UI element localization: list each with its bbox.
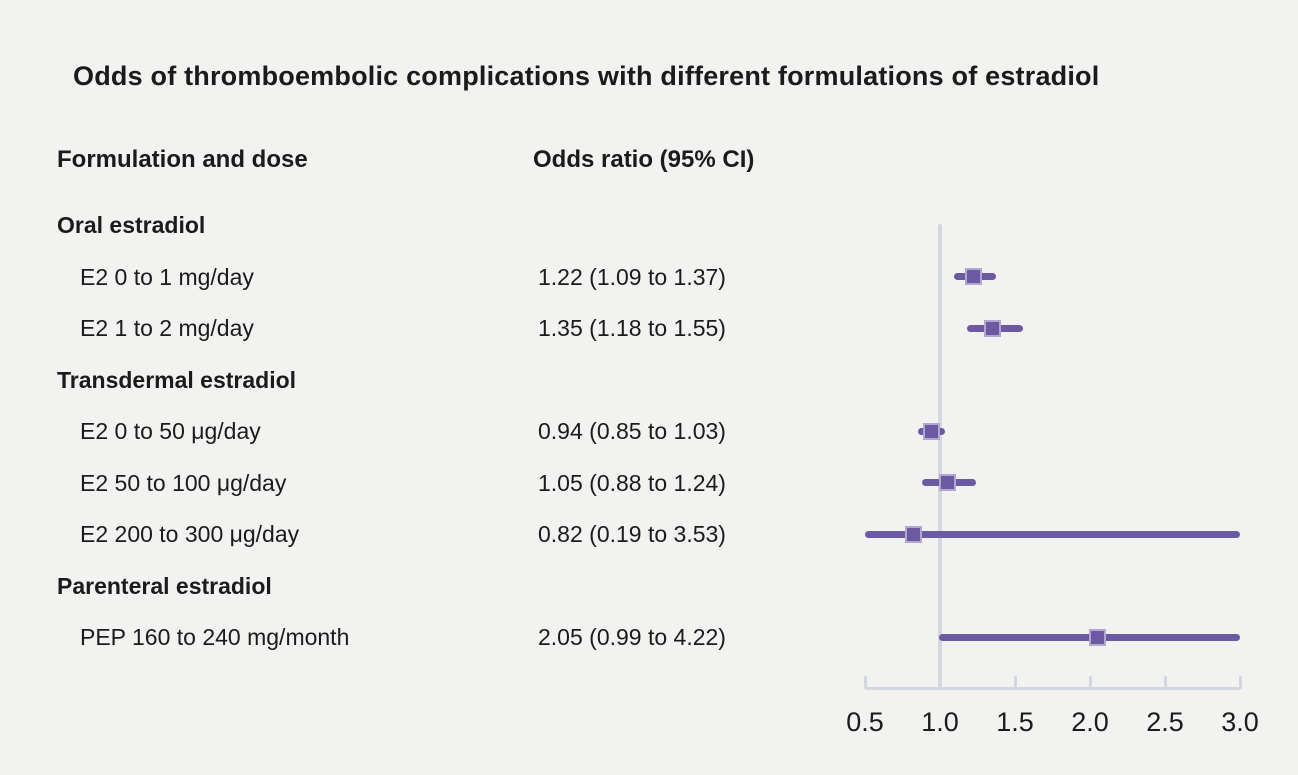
point-estimate-marker: [904, 525, 922, 543]
row-odds-ratio-text: 1.22 (1.09 to 1.37): [538, 263, 726, 290]
confidence-interval-bar: [865, 530, 1240, 538]
x-axis-baseline: [865, 687, 1240, 690]
group-header-label: Oral estradiol: [57, 212, 206, 238]
row-odds-ratio-text: 2.05 (0.99 to 4.22): [538, 624, 726, 650]
row-formulation-label: E2 0 to 50 μg/day: [80, 418, 261, 444]
x-axis-tick-label: 3.0: [1221, 707, 1259, 737]
point-estimate-marker: [1089, 628, 1106, 646]
x-axis-tick: [1088, 676, 1092, 689]
row-odds-ratio-text: 1.35 (1.18 to 1.55): [538, 315, 726, 341]
x-axis-tick-label: 1.0: [921, 707, 959, 737]
row-formulation-label: E2 200 to 300 μg/day: [80, 521, 300, 547]
point-estimate-marker: [984, 319, 1001, 337]
row-odds-ratio-text: 0.82 (0.19 to 3.53): [538, 521, 726, 547]
x-axis-tick-label: 0.5: [846, 707, 884, 737]
row-formulation-label: E2 50 to 100 μg/day: [80, 469, 287, 496]
figure-title: Odds of thromboembolic complications wit…: [73, 61, 1100, 91]
row-odds-ratio-text: 0.94 (0.85 to 1.03): [538, 418, 726, 444]
group-header-label: Transdermal estradiol: [57, 366, 297, 393]
x-axis-tick: [863, 676, 867, 689]
group-header-label: Parenteral estradiol: [57, 572, 272, 599]
x-axis-tick: [1013, 676, 1017, 689]
column-header-formulation-and-dose: Formulation and dose: [57, 146, 308, 173]
reference-line-or-1: [938, 224, 942, 690]
x-axis-tick: [1238, 676, 1242, 689]
x-axis-tick-label: 2.5: [1146, 707, 1184, 737]
row-formulation-label: E2 0 to 1 mg/day: [80, 263, 254, 290]
point-estimate-marker: [939, 474, 956, 491]
x-axis-tick-label: 2.0: [1071, 707, 1109, 737]
row-formulation-label: PEP 160 to 240 mg/month: [80, 624, 350, 650]
row-formulation-label: E2 1 to 2 mg/day: [80, 315, 254, 341]
point-estimate-marker: [922, 422, 940, 440]
row-odds-ratio-text: 1.05 (0.88 to 1.24): [538, 469, 726, 496]
x-axis-tick: [1163, 676, 1167, 689]
point-estimate-marker: [964, 268, 982, 285]
column-header-odds-ratio: Odds ratio (95% CI): [533, 146, 755, 173]
x-axis-tick-label: 1.5: [996, 707, 1034, 737]
